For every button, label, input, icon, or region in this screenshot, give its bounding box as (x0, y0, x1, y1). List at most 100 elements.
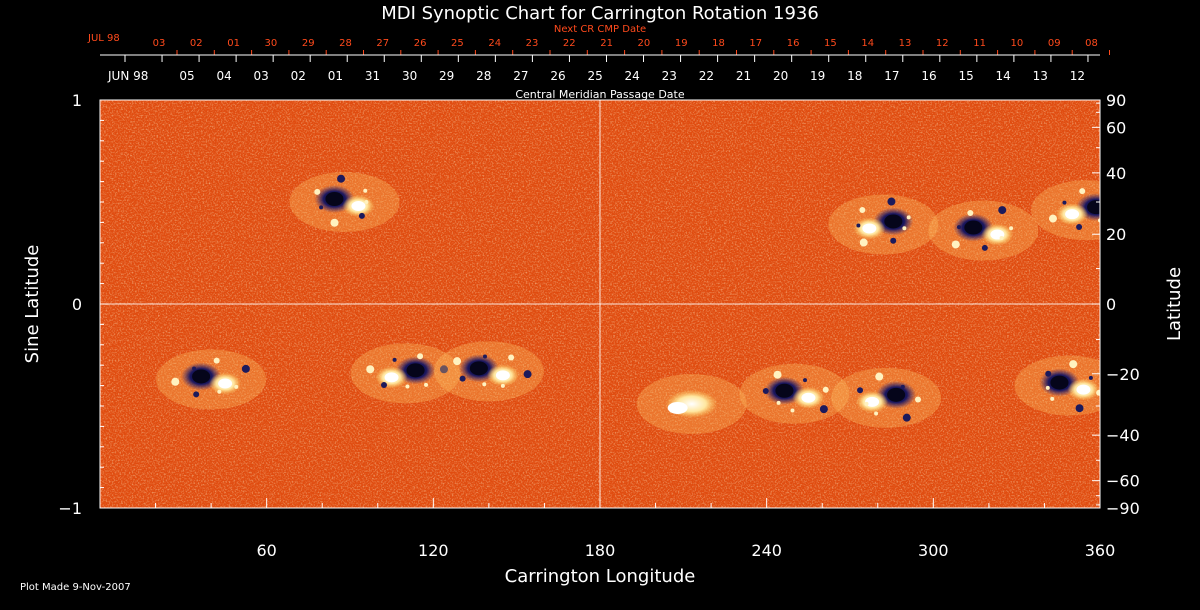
flux-speck (859, 238, 868, 247)
cmp-date-label: 01 (328, 69, 343, 83)
next-cmp-date-label: 03 (153, 38, 166, 49)
active-region (289, 172, 400, 232)
cmp-date-label: 24 (625, 69, 640, 83)
flux-speck (1050, 396, 1055, 401)
active-region (350, 343, 461, 404)
negative-core (775, 383, 794, 398)
next-cmp-date-label: 18 (712, 38, 725, 49)
cmp-date-label: 22 (699, 69, 714, 83)
active-region (828, 194, 939, 255)
flux-speck (906, 215, 911, 220)
positive-core (862, 223, 877, 234)
flux-speck (999, 235, 1004, 240)
cmp-date-label: 12 (1070, 69, 1085, 83)
flux-speck (864, 401, 869, 406)
flux-speck (890, 237, 897, 244)
negative-core (964, 220, 983, 235)
cmp-date-label: 18 (847, 69, 862, 83)
cmp-date-label: 02 (291, 69, 306, 83)
flux-speck (967, 210, 974, 217)
next-cmp-axis: 03 02 01 30 29 28 27 26 25 24 23 22 21 20 19 18 17 16 15 14… (153, 38, 1110, 55)
flux-speck (857, 387, 864, 394)
cmp-first-label: JUN 98 (107, 69, 148, 83)
flux-speck (981, 244, 988, 251)
flux-speck (482, 354, 487, 359)
flux-speck (1110, 190, 1118, 198)
flux-speck (803, 378, 808, 383)
cmp-date-label: 30 (402, 69, 417, 83)
next-cmp-date-label: 15 (824, 38, 837, 49)
flux-speck (902, 413, 911, 422)
flux-speck (1062, 200, 1067, 205)
flux-speck (363, 188, 368, 193)
next-cmp-date-label: 09 (1048, 38, 1061, 49)
y-axis-left-label: Sine Latitude (22, 245, 43, 364)
active-region (1031, 180, 1118, 241)
y-axis-left: 1 0 −1 (58, 91, 108, 518)
next-cmp-date-label: 19 (675, 38, 688, 49)
negative-core (887, 387, 906, 402)
cmp-date-label: 26 (550, 69, 565, 83)
flux-speck (1076, 224, 1083, 231)
positive-core (218, 378, 233, 389)
flux-speck (1045, 370, 1052, 377)
flux-speck (192, 366, 197, 371)
x-axis-label: Carrington Longitude (505, 566, 696, 587)
positive-core (351, 201, 366, 211)
flux-speck (773, 370, 782, 379)
flux-speck (875, 372, 884, 381)
flux-speck (358, 212, 365, 219)
x-tick-label: 300 (918, 541, 949, 560)
cmp-axis-label: Central Meridian Passage Date (515, 88, 684, 101)
positive-core (865, 396, 880, 407)
flux-speck (193, 391, 200, 398)
negative-core (325, 192, 344, 206)
y-left-tick-label: −1 (58, 499, 82, 518)
positive-core (1076, 384, 1091, 395)
flux-speck (508, 354, 515, 361)
active-region (156, 349, 267, 410)
negative-core (884, 214, 903, 229)
next-cmp-date-label: 17 (749, 38, 762, 49)
flux-speck (1069, 360, 1078, 369)
flux-speck (900, 384, 905, 389)
flux-speck (337, 174, 346, 183)
x-tick-label: 240 (751, 541, 782, 560)
x-tick-label: 360 (1085, 541, 1116, 560)
y-left-tick-label: 1 (72, 91, 82, 110)
positive-core (495, 370, 510, 381)
flux-speck (482, 382, 487, 387)
flux-speck (1045, 385, 1050, 390)
flux-speck (424, 382, 429, 387)
cmp-date-label: 19 (810, 69, 825, 83)
cmp-date-label: 20 (773, 69, 788, 83)
x-tick-label: 120 (418, 541, 449, 560)
y-axis-right: 90 60 40 20 0 −20 −40 −60 −90 (1092, 91, 1140, 518)
next-cmp-date-label: 16 (787, 38, 800, 49)
active-region (739, 363, 850, 424)
next-cmp-date-label: 02 (190, 38, 203, 49)
active-region (831, 367, 942, 428)
y-right-tick-label: 0 (1106, 295, 1116, 314)
negative-core (406, 363, 425, 378)
next-cmp-date-label: 08 (1085, 38, 1098, 49)
y-left-tick-label: 0 (72, 295, 82, 314)
flux-speck (1075, 404, 1084, 413)
negative-core (1050, 375, 1069, 390)
cmp-date-label: 27 (513, 69, 528, 83)
flux-speck (1009, 226, 1014, 231)
y-right-tick-label: 90 (1106, 91, 1126, 110)
flux-speck (887, 197, 896, 206)
flux-speck (523, 370, 532, 379)
flux-speck (762, 388, 769, 395)
flux-speck (381, 382, 388, 389)
flux-speck (314, 188, 321, 195)
flux-speck (1112, 211, 1116, 215)
cmp-date-label: 21 (736, 69, 751, 83)
flux-speck (405, 384, 410, 389)
y-right-tick-label: −40 (1106, 426, 1140, 445)
flux-speck (1079, 188, 1086, 195)
next-cmp-date-label: 24 (488, 38, 501, 49)
flux-speck (319, 205, 324, 210)
